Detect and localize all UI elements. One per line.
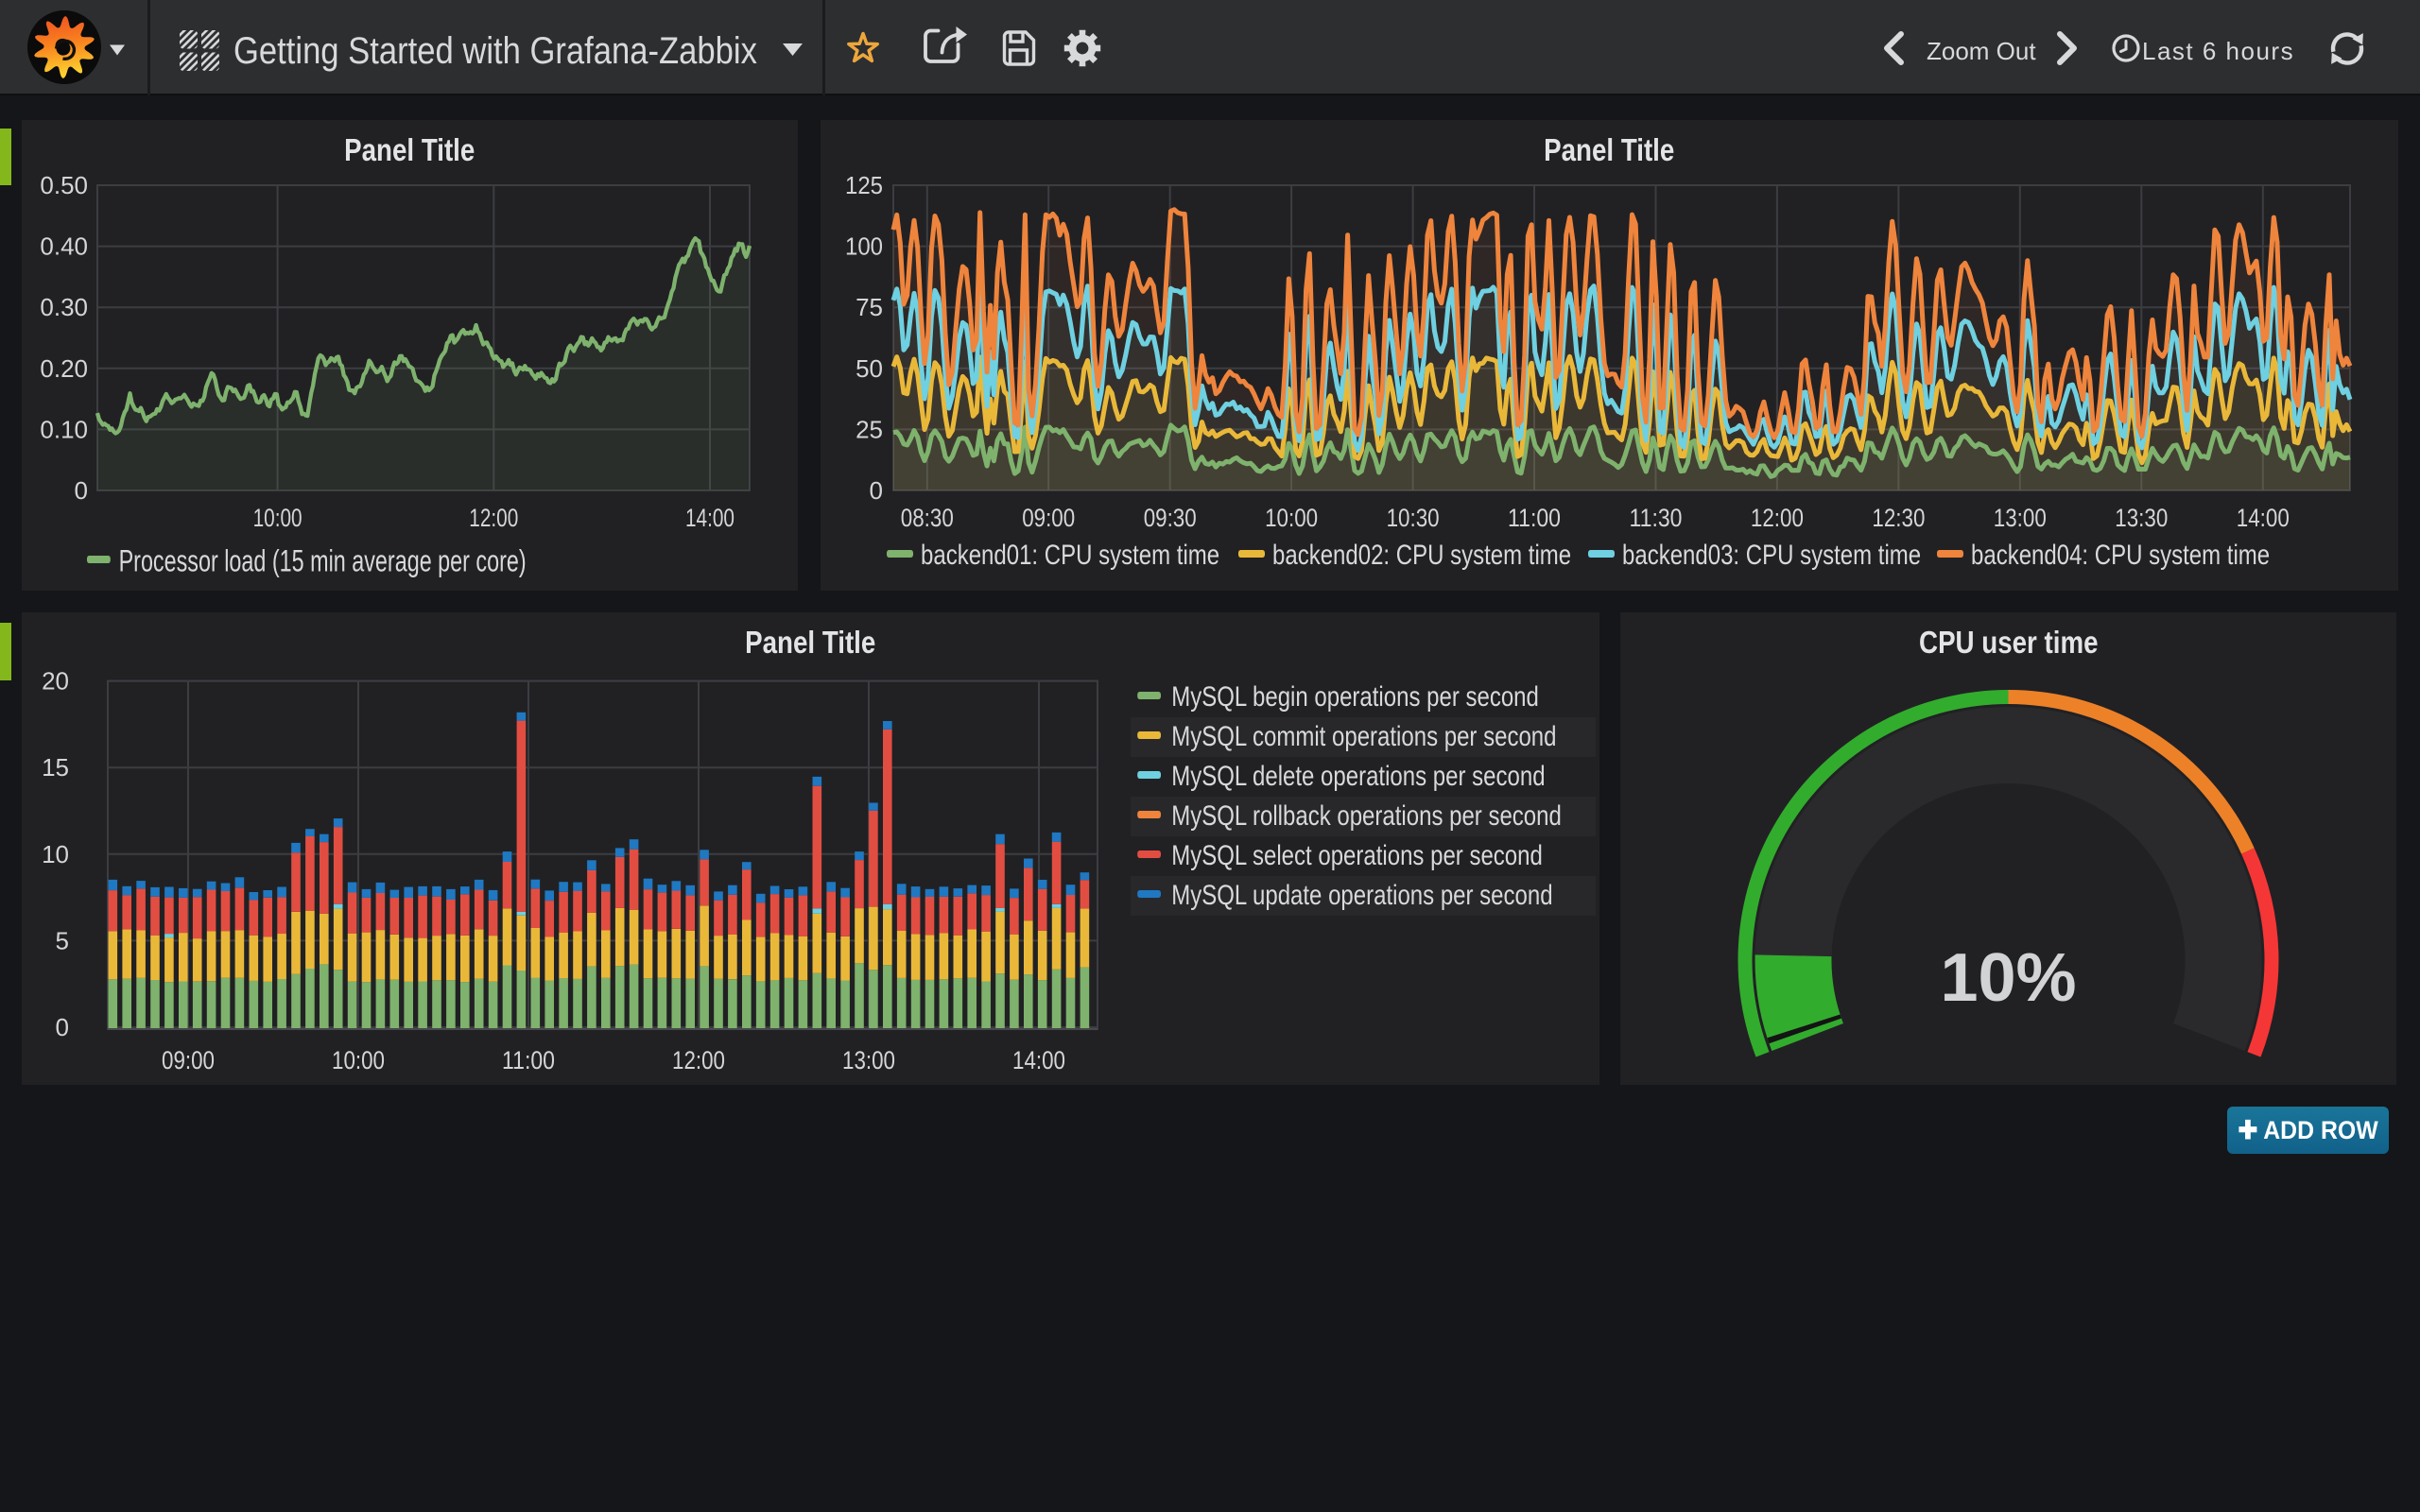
svg-text:09:30: 09:30	[1144, 504, 1197, 532]
svg-text:08:30: 08:30	[901, 504, 954, 532]
svg-text:100: 100	[845, 232, 883, 261]
svg-text:75: 75	[856, 293, 883, 321]
svg-text:125: 125	[845, 171, 883, 199]
svg-text:0: 0	[56, 1013, 69, 1041]
svg-text:5: 5	[56, 926, 69, 954]
svg-text:0.50: 0.50	[40, 171, 88, 199]
svg-text:11:00: 11:00	[1508, 504, 1561, 532]
svg-text:14:00: 14:00	[1012, 1046, 1065, 1074]
svg-text:20: 20	[42, 667, 69, 696]
svg-text:12:00: 12:00	[672, 1046, 725, 1074]
svg-text:14:00: 14:00	[2237, 504, 2290, 532]
svg-text:10:00: 10:00	[332, 1046, 385, 1074]
svg-text:13:00: 13:00	[1994, 504, 2047, 532]
svg-text:10:30: 10:30	[1387, 504, 1440, 532]
svg-text:10%: 10%	[1940, 940, 2076, 1016]
svg-text:11:00: 11:00	[502, 1046, 555, 1074]
svg-text:0: 0	[870, 476, 883, 505]
svg-text:14:00: 14:00	[685, 504, 735, 532]
svg-text:0.20: 0.20	[40, 354, 88, 383]
svg-text:13:00: 13:00	[842, 1046, 895, 1074]
svg-text:0.10: 0.10	[40, 415, 88, 443]
svg-text:25: 25	[856, 415, 883, 443]
svg-text:13:30: 13:30	[2115, 504, 2168, 532]
svg-text:10: 10	[42, 840, 69, 868]
svg-text:10:00: 10:00	[1265, 504, 1318, 532]
svg-text:12:00: 12:00	[469, 504, 518, 532]
svg-text:12:00: 12:00	[1751, 504, 1804, 532]
svg-text:0.30: 0.30	[40, 293, 88, 321]
svg-text:15: 15	[42, 753, 69, 782]
svg-text:12:30: 12:30	[1872, 504, 1925, 532]
svg-text:0: 0	[75, 476, 88, 505]
svg-text:10:00: 10:00	[253, 504, 302, 532]
svg-text:0.40: 0.40	[40, 232, 88, 261]
svg-text:09:00: 09:00	[1022, 504, 1075, 532]
svg-text:50: 50	[856, 354, 883, 383]
svg-text:11:30: 11:30	[1630, 504, 1683, 532]
svg-text:09:00: 09:00	[162, 1046, 215, 1074]
